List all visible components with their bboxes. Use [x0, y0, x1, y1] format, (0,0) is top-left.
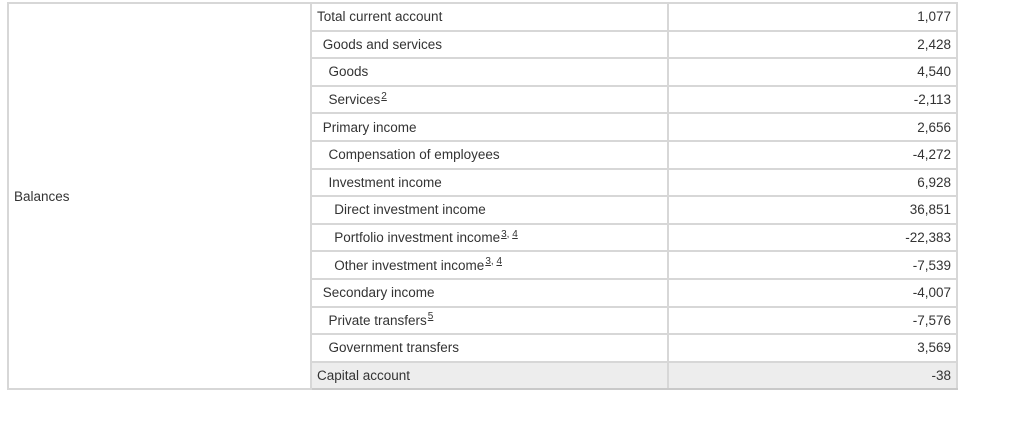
footnote-link-4[interactable]: 4	[496, 256, 502, 268]
balances-table: Balances Total current account 1,077 Goods …	[7, 1, 958, 391]
table-row: Compensation of employees -4,272	[8, 139, 958, 170]
row-value-cell: -7,539	[667, 250, 958, 280]
footnote-superscript: 3, 4	[501, 228, 518, 240]
row-label-text: Secondary income	[322, 285, 435, 301]
table-row: Services2 -2,113	[8, 84, 958, 115]
footnote-link-5[interactable]: 5	[427, 311, 434, 323]
row-value-cell: 2,428	[667, 29, 958, 60]
row-label-cell: Direct investment income	[310, 195, 669, 225]
row-label-text: Capital account	[317, 368, 411, 384]
row-value-cell: -4,007	[667, 277, 958, 308]
footnote-link-4[interactable]: 4	[512, 228, 518, 240]
footnote-superscript: 5	[428, 311, 434, 322]
row-value-cell: 2,656	[667, 112, 958, 142]
row-value-cell: -22,383	[667, 222, 958, 253]
table-row: Government transfers 3,569	[8, 333, 958, 363]
row-label-cell: Goods	[310, 57, 669, 87]
row-label-cell: Other investment income3, 4	[310, 250, 669, 280]
row-label-cell: Services2	[310, 84, 669, 115]
row-label-text: Other investment income	[334, 257, 485, 273]
table-row: Portfolio investment income3, 4 -22,383	[8, 222, 958, 253]
footnote-link-3[interactable]: 3	[501, 228, 507, 240]
row-value-cell: 4,540	[667, 57, 958, 87]
balances-table-body: Balances Total current account 1,077 Goods …	[7, 1, 958, 391]
row-label-cell: Portfolio investment income3, 4	[310, 222, 669, 253]
row-label-text: Primary income	[322, 119, 417, 135]
row-value-cell: -2,113	[667, 84, 958, 115]
table-row: Goods and services 2,428	[8, 29, 958, 60]
row-label-cell: Primary income	[310, 112, 669, 142]
row-label-text: Portfolio investment income	[334, 230, 501, 246]
stub-cell-balances: Balances	[7, 1, 312, 391]
footnote-link-2[interactable]: 2	[381, 90, 387, 102]
row-label-text: Goods and services	[322, 36, 443, 52]
table-row: Capital account -38	[8, 360, 958, 391]
row-label-text: Private transfers	[328, 312, 427, 328]
row-value-cell: 36,851	[667, 195, 958, 225]
row-value-cell: 6,928	[667, 167, 958, 198]
balances-table-container: Balances Total current account 1,077 Goods …	[7, 1, 958, 391]
row-value-cell: -4,272	[667, 139, 958, 170]
table-row: Balances Total current account 1,077	[7, 1, 958, 391]
row-label-cell: Private transfers5	[310, 305, 669, 336]
table-row: Secondary income -4,007	[8, 277, 958, 308]
footnote-superscript: 3, 4	[485, 256, 502, 268]
row-label-cell: Secondary income	[310, 277, 669, 308]
table-row: Goods 4,540	[8, 57, 958, 87]
row-label-cell: Goods and services	[310, 29, 669, 60]
row-label-text: Government transfers	[328, 340, 460, 356]
row-label-cell: Government transfers	[310, 333, 669, 363]
row-label-cell: Total current account	[310, 2, 669, 32]
row-label-cell: Compensation of employees	[310, 139, 669, 170]
table-row: Direct investment income 36,851	[8, 195, 958, 225]
row-label-text: Services	[328, 92, 381, 108]
table-row: Primary income 2,656	[8, 112, 958, 142]
row-value-cell: 3,569	[667, 333, 958, 363]
row-label-cell: Capital account	[310, 360, 669, 391]
row-label-text: Investment income	[328, 174, 442, 190]
row-value-cell: 1,077	[667, 2, 958, 32]
row-label-text: Total current account	[317, 9, 443, 25]
footnote-link-3[interactable]: 3	[485, 256, 491, 268]
row-value-cell: -38	[667, 360, 958, 391]
row-label-text: Goods	[328, 64, 369, 80]
row-label-cell: Investment income	[310, 167, 669, 198]
table-row: Investment income 6,928	[8, 167, 958, 198]
footnote-superscript: 2	[381, 91, 387, 102]
row-value-cell: -7,576	[667, 305, 958, 336]
row-label-text: Compensation of employees	[328, 147, 500, 163]
table-row: Other investment income3, 4 -7,539	[8, 250, 958, 280]
table-row: Private transfers5 -7,576	[8, 305, 958, 336]
row-label-text: Direct investment income	[334, 202, 486, 218]
